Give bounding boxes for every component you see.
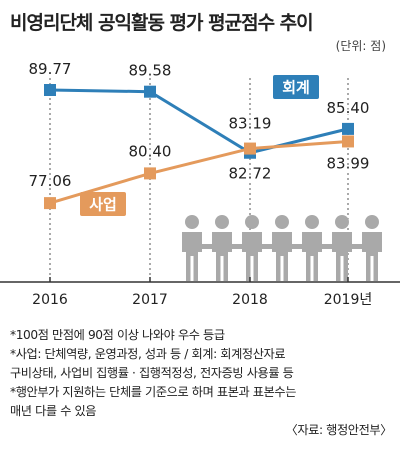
data-point	[144, 85, 156, 98]
source-label: 〈자료: 행정안전부〉	[285, 423, 393, 437]
series-label-accounting-box	[273, 75, 319, 99]
x-tick-label: 2019년	[324, 292, 373, 308]
data-label: 83.19	[229, 115, 272, 133]
data-label: 77.06	[29, 172, 72, 190]
footnote-line: *100점 만점에 90점 이상 나와야 우수 등급	[10, 328, 225, 342]
people-illustration	[182, 215, 382, 281]
line-chart: 2016 2017 2018 2019년 89.77 89.58 82.72 85.40 77.…	[0, 59, 400, 308]
series-label-business: 사업	[89, 196, 117, 214]
data-label: 85.40	[327, 99, 370, 117]
series-label-accounting: 회계	[282, 79, 310, 97]
series-label-business-box	[80, 192, 126, 216]
series-line-accounting	[49, 88, 349, 155]
data-label: 89.77	[29, 60, 72, 78]
footnote-line: 매년 다를 수 있음	[10, 404, 97, 418]
series-line-business	[49, 139, 349, 205]
joined-hands	[182, 244, 382, 249]
data-point	[342, 122, 354, 135]
chart-title: 비영리단체 공익활동 평가 평균점수 추이	[10, 12, 314, 34]
x-tick-label: 2017	[132, 292, 168, 308]
data-label: 80.40	[129, 142, 172, 160]
data-point	[244, 142, 256, 155]
footnote-line: *행안부가 지원하는 단체를 기준으로 하며 표본과 표본수는	[10, 385, 297, 399]
data-point	[44, 84, 56, 96]
x-tick-label: 2016	[32, 292, 68, 308]
footnotes: *100점 만점에 90점 이상 나와야 우수 등급 *사업: 단체역량, 운영…	[10, 326, 394, 440]
data-point	[144, 167, 156, 180]
x-tick-label: 2018	[232, 292, 268, 308]
data-label: 89.58	[129, 62, 172, 80]
footnote-line: 구비상태, 사업비 집행률 · 집행적정성, 전자증빙 사용률 등	[10, 366, 294, 380]
footnote-line: *사업: 단체역량, 운영과정, 성과 등 / 회계: 회계정산자료	[10, 347, 286, 361]
unit-label: (단위: 점)	[335, 39, 386, 53]
data-point	[44, 197, 56, 210]
data-label: 83.99	[327, 154, 370, 172]
data-point	[342, 135, 354, 148]
data-label: 82.72	[229, 165, 272, 183]
